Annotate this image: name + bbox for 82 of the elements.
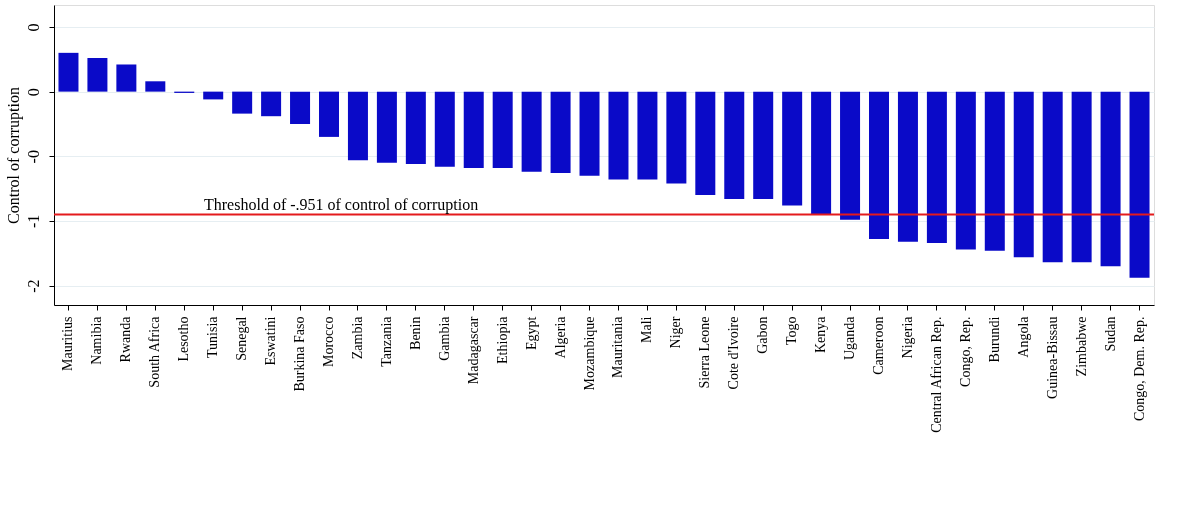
x-tick-label: Congo, Rep. xyxy=(957,316,973,387)
y-tick-label: -2 xyxy=(24,279,42,293)
bar xyxy=(1100,91,1121,267)
bar xyxy=(1071,91,1092,263)
x-tick-label: Cote d'Ivoire xyxy=(726,316,742,390)
ref-line-label: Threshold of -.951 of control of corruption xyxy=(204,195,479,214)
x-tick-label: Cameroon xyxy=(871,316,886,375)
y-tick-label: -1 xyxy=(24,214,42,229)
x-tick-label: Mozambique xyxy=(581,316,597,391)
bar xyxy=(579,91,600,176)
bar xyxy=(637,91,658,180)
x-tick-label: Lesotho xyxy=(176,316,192,362)
x-tick-label: Mauritius xyxy=(60,316,76,371)
bar xyxy=(492,91,513,168)
x-tick-label: Burundi xyxy=(986,316,1002,363)
x-tick-label: Eswatini xyxy=(263,316,279,366)
x-tick-label: Tanzania xyxy=(378,315,394,367)
bar xyxy=(116,64,137,92)
x-tick-label: Morocco xyxy=(321,316,336,368)
x-tick-label: Niger xyxy=(668,316,684,349)
x-tick-label: Zambia xyxy=(349,315,365,360)
y-tick-label: 0 xyxy=(24,23,42,32)
bar xyxy=(203,91,224,100)
bar xyxy=(145,81,166,92)
x-tick-label: Madagascar xyxy=(465,316,481,385)
bar xyxy=(840,91,861,220)
bar xyxy=(926,91,947,243)
x-tick-label: Gabon xyxy=(755,316,771,354)
x-tick-label: Burkina Faso xyxy=(292,316,308,392)
bar xyxy=(550,91,571,174)
x-tick-label: Sierra Leone xyxy=(697,316,713,389)
bar xyxy=(87,58,108,92)
bar xyxy=(58,52,79,92)
x-tick-label: Nigeria xyxy=(899,315,915,359)
x-tick-label: Ethiopia xyxy=(494,315,510,364)
x-tick-label: Gambia xyxy=(436,315,452,361)
bar xyxy=(869,91,889,240)
x-tick-label: Algeria xyxy=(552,315,568,359)
bar xyxy=(897,91,918,242)
bar xyxy=(984,91,1005,251)
x-tick-label: Uganda xyxy=(842,315,858,361)
bar xyxy=(1013,91,1034,258)
x-tick-label: Namibia xyxy=(89,315,105,365)
bar xyxy=(753,91,774,199)
bar xyxy=(319,91,339,137)
bar xyxy=(376,91,397,163)
x-tick-label: Mali xyxy=(639,316,655,343)
bar xyxy=(290,91,311,124)
y-axis-title: Control of corruption xyxy=(4,87,23,224)
y-tick-label: 0 xyxy=(24,88,42,97)
x-tick-label: Angola xyxy=(1015,315,1031,358)
x-tick-label: South Africa xyxy=(147,315,163,388)
bar xyxy=(811,91,832,215)
bar xyxy=(955,91,976,250)
x-tick-label: Kenya xyxy=(813,315,829,354)
bar xyxy=(521,91,542,172)
bar xyxy=(724,91,745,199)
bar xyxy=(405,91,426,165)
x-tick-label: Rwanda xyxy=(118,315,134,363)
bar xyxy=(347,91,368,161)
bar xyxy=(463,91,484,168)
bar xyxy=(695,91,716,196)
x-tick-label: Tunisia xyxy=(205,315,221,359)
x-tick-label: Togo xyxy=(784,316,800,346)
bar xyxy=(782,91,803,206)
x-tick-label: Senegal xyxy=(234,316,250,361)
x-tick-label: Sudan xyxy=(1102,316,1118,352)
bar xyxy=(608,91,629,180)
x-tick-label: Central African Rep. xyxy=(928,316,944,433)
x-tick-label: Zimbabwe xyxy=(1073,316,1089,377)
x-tick-label: Congo, Dem. Rep. xyxy=(1131,316,1147,422)
x-tick-label: Mauritania xyxy=(610,315,626,378)
bar xyxy=(261,91,282,117)
bar xyxy=(1042,91,1063,263)
bar xyxy=(232,91,253,114)
bar xyxy=(434,91,455,167)
bar xyxy=(1129,91,1150,278)
x-tick-label: Benin xyxy=(407,316,423,350)
bar xyxy=(666,91,687,184)
x-tick-label: Egypt xyxy=(523,316,539,350)
x-tick-label: Guinea-Bissau xyxy=(1044,316,1060,399)
y-tick-label: -0 xyxy=(24,150,42,164)
